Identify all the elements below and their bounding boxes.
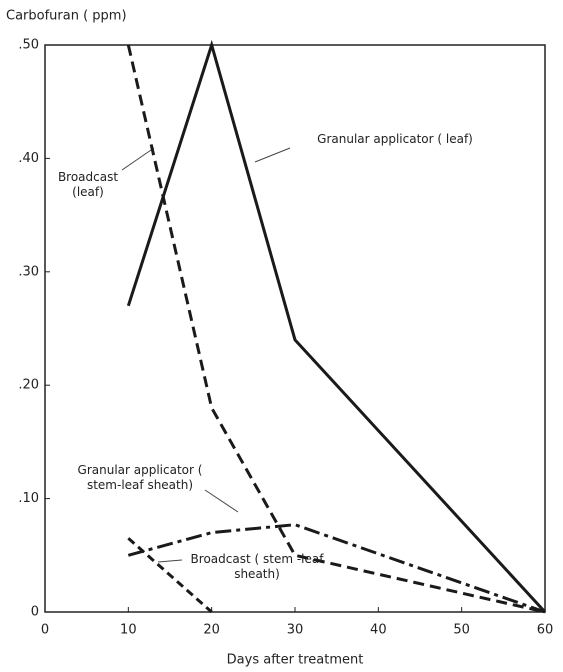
series-line [126, 44, 546, 614]
y-tick-label: 0 [31, 605, 39, 620]
x-tick-label: 60 [537, 623, 554, 638]
y-tick-label: .10 [18, 491, 39, 506]
plot-frame [44, 44, 546, 613]
leader-lines [121, 147, 291, 563]
series-label: Granular applicator ( leaf) [317, 132, 473, 146]
series-line [127, 523, 546, 614]
series-label: Broadcast (leaf) [57, 170, 119, 199]
leader-line [121, 147, 155, 171]
y-tick-label: .30 [18, 264, 39, 279]
x-axis-title: Days after treatment [227, 653, 364, 668]
x-tick-label: 0 [41, 623, 49, 638]
leader-line [157, 559, 183, 563]
y-axis-title: Carbofuran ( ppm) [6, 9, 127, 24]
y-tick-label: .40 [18, 151, 39, 166]
x-tick-label: 50 [453, 623, 470, 638]
x-tick-label: 10 [120, 623, 137, 638]
series-label: Broadcast ( stem -leaf sheath) [190, 552, 324, 581]
leader-line [204, 489, 239, 513]
series-line [126, 39, 547, 614]
x-tick-label: 30 [287, 623, 304, 638]
series-label: Granular applicator ( stem-leaf sheath) [77, 463, 203, 492]
y-tick-label: .20 [18, 378, 39, 393]
x-tick-label: 40 [370, 623, 387, 638]
leader-line [254, 147, 291, 163]
y-tick-label: .50 [18, 38, 39, 53]
x-tick-label: 20 [203, 623, 220, 638]
series-line [127, 537, 213, 614]
